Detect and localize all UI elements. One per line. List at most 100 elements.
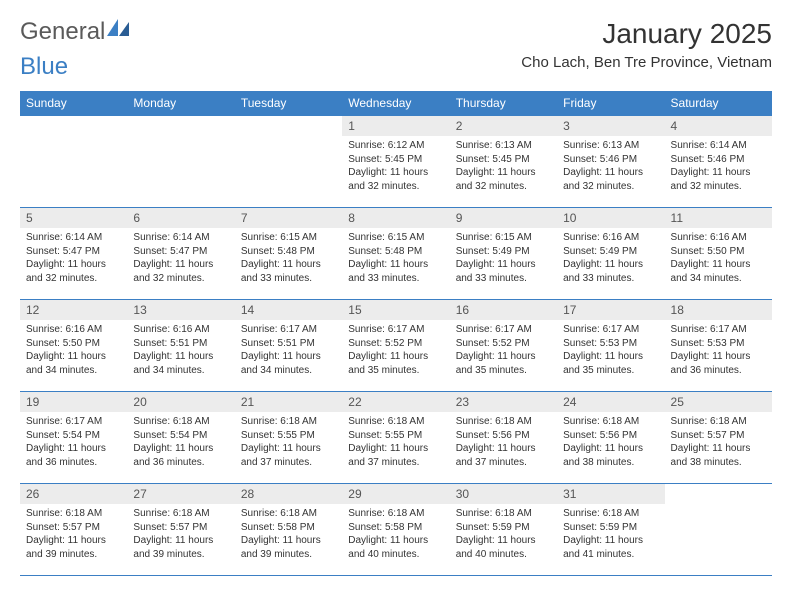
day-detail-line: Sunrise: 6:18 AM xyxy=(563,415,658,429)
day-number: 27 xyxy=(127,484,234,504)
day-detail-line: Daylight: 11 hours and 33 minutes. xyxy=(563,258,658,285)
weekday-header: Thursday xyxy=(450,91,557,116)
day-detail-line: Sunset: 5:57 PM xyxy=(133,521,228,535)
weekday-header: Saturday xyxy=(665,91,772,116)
day-detail-line: Sunrise: 6:17 AM xyxy=(563,323,658,337)
day-number: 17 xyxy=(557,300,664,320)
weekday-header: Wednesday xyxy=(342,91,449,116)
day-detail-line: Daylight: 11 hours and 35 minutes. xyxy=(348,350,443,377)
day-detail-line: Sunset: 5:54 PM xyxy=(26,429,121,443)
day-details: Sunrise: 6:17 AMSunset: 5:53 PMDaylight:… xyxy=(665,320,772,381)
logo: General xyxy=(20,18,129,46)
calendar-cell: 11Sunrise: 6:16 AMSunset: 5:50 PMDayligh… xyxy=(665,208,772,300)
day-detail-line: Sunrise: 6:12 AM xyxy=(348,139,443,153)
day-detail-line: Daylight: 11 hours and 33 minutes. xyxy=(456,258,551,285)
day-detail-line: Daylight: 11 hours and 36 minutes. xyxy=(133,442,228,469)
day-detail-line: Daylight: 11 hours and 40 minutes. xyxy=(456,534,551,561)
day-detail-line: Daylight: 11 hours and 40 minutes. xyxy=(348,534,443,561)
calendar-cell: 23Sunrise: 6:18 AMSunset: 5:56 PMDayligh… xyxy=(450,392,557,484)
day-details: Sunrise: 6:18 AMSunset: 5:57 PMDaylight:… xyxy=(20,504,127,565)
day-number: 6 xyxy=(127,208,234,228)
day-details: Sunrise: 6:17 AMSunset: 5:52 PMDaylight:… xyxy=(450,320,557,381)
calendar-row: 19Sunrise: 6:17 AMSunset: 5:54 PMDayligh… xyxy=(20,392,772,484)
day-number: 23 xyxy=(450,392,557,412)
calendar-cell: 16Sunrise: 6:17 AMSunset: 5:52 PMDayligh… xyxy=(450,300,557,392)
day-details: Sunrise: 6:17 AMSunset: 5:53 PMDaylight:… xyxy=(557,320,664,381)
day-number: 7 xyxy=(235,208,342,228)
day-detail-line: Sunset: 5:52 PM xyxy=(456,337,551,351)
day-detail-line: Sunset: 5:55 PM xyxy=(241,429,336,443)
day-detail-line: Daylight: 11 hours and 33 minutes. xyxy=(241,258,336,285)
day-detail-line: Sunset: 5:58 PM xyxy=(348,521,443,535)
day-number: 15 xyxy=(342,300,449,320)
calendar-page: General January 2025 Cho Lach, Ben Tre P… xyxy=(0,0,792,586)
weekday-header: Tuesday xyxy=(235,91,342,116)
day-detail-line: Sunset: 5:50 PM xyxy=(671,245,766,259)
weekday-header: Friday xyxy=(557,91,664,116)
calendar-cell: 14Sunrise: 6:17 AMSunset: 5:51 PMDayligh… xyxy=(235,300,342,392)
day-detail-line: Sunset: 5:59 PM xyxy=(563,521,658,535)
day-detail-line: Daylight: 11 hours and 39 minutes. xyxy=(241,534,336,561)
logo-sail-icon xyxy=(107,16,129,44)
day-detail-line: Daylight: 11 hours and 34 minutes. xyxy=(241,350,336,377)
day-detail-line: Daylight: 11 hours and 34 minutes. xyxy=(133,350,228,377)
day-detail-line: Daylight: 11 hours and 32 minutes. xyxy=(456,166,551,193)
day-detail-line: Sunrise: 6:13 AM xyxy=(456,139,551,153)
page-subtitle: Cho Lach, Ben Tre Province, Vietnam xyxy=(521,54,772,71)
day-number xyxy=(127,116,234,122)
day-detail-line: Daylight: 11 hours and 32 minutes. xyxy=(26,258,121,285)
day-detail-line: Sunset: 5:48 PM xyxy=(241,245,336,259)
calendar-cell: 31Sunrise: 6:18 AMSunset: 5:59 PMDayligh… xyxy=(557,484,664,576)
day-number: 20 xyxy=(127,392,234,412)
logo-text-2: Blue xyxy=(20,53,68,81)
calendar-cell xyxy=(235,116,342,208)
day-detail-line: Sunset: 5:45 PM xyxy=(456,153,551,167)
day-detail-line: Sunrise: 6:16 AM xyxy=(133,323,228,337)
day-number: 19 xyxy=(20,392,127,412)
day-detail-line: Sunrise: 6:18 AM xyxy=(348,507,443,521)
day-detail-line: Sunrise: 6:16 AM xyxy=(671,231,766,245)
day-details: Sunrise: 6:16 AMSunset: 5:50 PMDaylight:… xyxy=(20,320,127,381)
day-detail-line: Sunset: 5:57 PM xyxy=(671,429,766,443)
day-details: Sunrise: 6:18 AMSunset: 5:56 PMDaylight:… xyxy=(557,412,664,473)
day-detail-line: Sunrise: 6:18 AM xyxy=(133,415,228,429)
day-detail-line: Daylight: 11 hours and 34 minutes. xyxy=(26,350,121,377)
day-detail-line: Sunset: 5:54 PM xyxy=(133,429,228,443)
day-number: 16 xyxy=(450,300,557,320)
day-detail-line: Daylight: 11 hours and 37 minutes. xyxy=(241,442,336,469)
day-detail-line: Sunrise: 6:18 AM xyxy=(671,415,766,429)
page-title: January 2025 xyxy=(521,18,772,50)
day-number: 30 xyxy=(450,484,557,504)
day-detail-line: Sunrise: 6:16 AM xyxy=(26,323,121,337)
calendar-row: 1Sunrise: 6:12 AMSunset: 5:45 PMDaylight… xyxy=(20,116,772,208)
day-details: Sunrise: 6:15 AMSunset: 5:48 PMDaylight:… xyxy=(342,228,449,289)
day-details: Sunrise: 6:13 AMSunset: 5:45 PMDaylight:… xyxy=(450,136,557,197)
day-detail-line: Daylight: 11 hours and 36 minutes. xyxy=(26,442,121,469)
day-detail-line: Sunrise: 6:17 AM xyxy=(456,323,551,337)
weekday-header: Sunday xyxy=(20,91,127,116)
calendar-table: Sunday Monday Tuesday Wednesday Thursday… xyxy=(20,91,772,576)
day-detail-line: Sunrise: 6:18 AM xyxy=(133,507,228,521)
day-detail-line: Sunset: 5:47 PM xyxy=(26,245,121,259)
calendar-cell: 21Sunrise: 6:18 AMSunset: 5:55 PMDayligh… xyxy=(235,392,342,484)
calendar-cell: 27Sunrise: 6:18 AMSunset: 5:57 PMDayligh… xyxy=(127,484,234,576)
day-detail-line: Sunset: 5:49 PM xyxy=(563,245,658,259)
day-detail-line: Daylight: 11 hours and 38 minutes. xyxy=(563,442,658,469)
day-details: Sunrise: 6:14 AMSunset: 5:47 PMDaylight:… xyxy=(20,228,127,289)
day-detail-line: Daylight: 11 hours and 36 minutes. xyxy=(671,350,766,377)
day-detail-line: Sunrise: 6:18 AM xyxy=(456,415,551,429)
day-detail-line: Sunrise: 6:15 AM xyxy=(348,231,443,245)
calendar-cell: 17Sunrise: 6:17 AMSunset: 5:53 PMDayligh… xyxy=(557,300,664,392)
calendar-row: 26Sunrise: 6:18 AMSunset: 5:57 PMDayligh… xyxy=(20,484,772,576)
day-details: Sunrise: 6:18 AMSunset: 5:55 PMDaylight:… xyxy=(342,412,449,473)
calendar-cell: 10Sunrise: 6:16 AMSunset: 5:49 PMDayligh… xyxy=(557,208,664,300)
day-detail-line: Sunrise: 6:18 AM xyxy=(26,507,121,521)
logo-text-1: General xyxy=(20,18,105,46)
day-details: Sunrise: 6:18 AMSunset: 5:59 PMDaylight:… xyxy=(450,504,557,565)
day-detail-line: Sunset: 5:59 PM xyxy=(456,521,551,535)
day-detail-line: Sunset: 5:58 PM xyxy=(241,521,336,535)
day-number: 31 xyxy=(557,484,664,504)
day-detail-line: Sunset: 5:48 PM xyxy=(348,245,443,259)
calendar-cell: 1Sunrise: 6:12 AMSunset: 5:45 PMDaylight… xyxy=(342,116,449,208)
day-number xyxy=(665,484,772,490)
